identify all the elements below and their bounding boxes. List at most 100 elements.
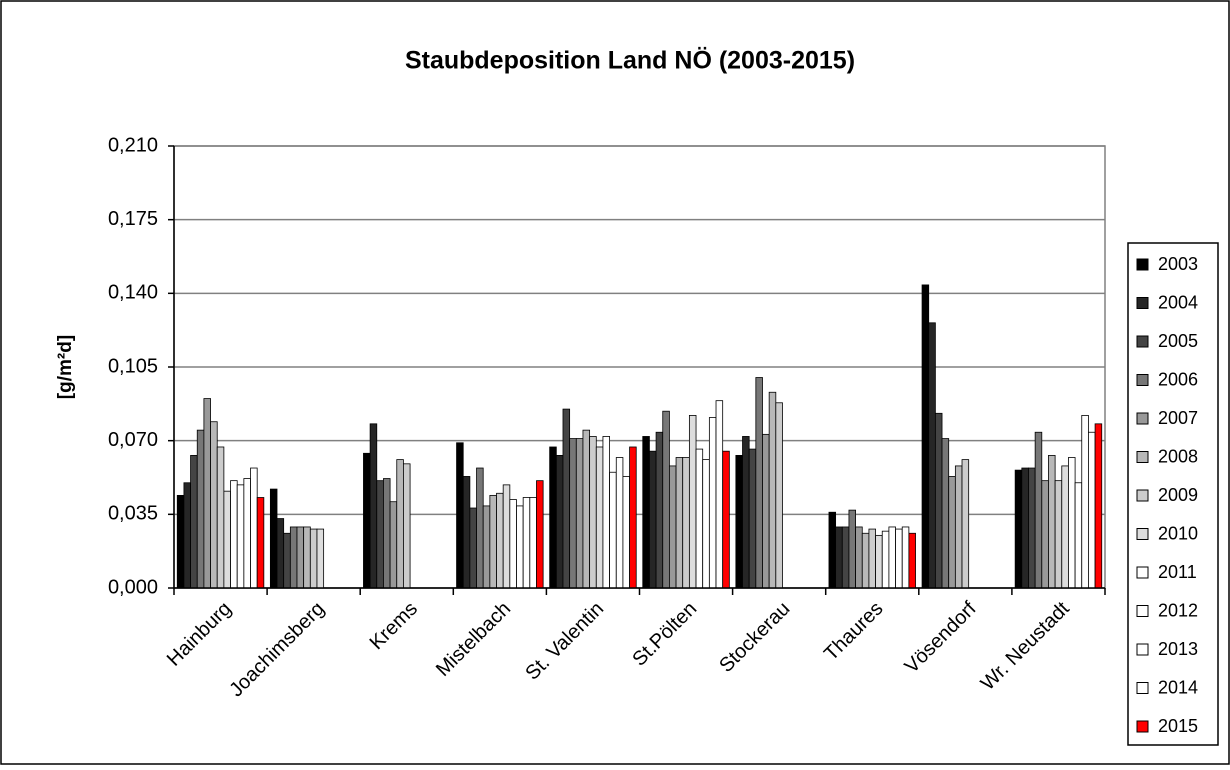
- legend-label: 2008: [1158, 446, 1198, 466]
- bar: [589, 436, 597, 589]
- y-tick-label: 0,175: [108, 208, 158, 230]
- chart-title: Staubdeposition Land NÖ (2003-2015): [405, 46, 855, 75]
- legend-swatch: [1136, 605, 1149, 617]
- bar: [1074, 482, 1083, 589]
- legend-swatch: [1136, 682, 1149, 694]
- bar: [868, 528, 876, 589]
- bar: [848, 509, 856, 589]
- bar: [210, 421, 218, 589]
- bar: [1021, 467, 1029, 589]
- bar: [835, 526, 843, 589]
- bar: [855, 526, 863, 589]
- bar: [522, 497, 531, 589]
- bar: [303, 526, 311, 589]
- bar: [742, 436, 750, 589]
- bar: [954, 465, 963, 589]
- legend-label: 2009: [1158, 485, 1198, 505]
- bar: [675, 457, 684, 589]
- bar: [622, 476, 630, 589]
- bar: [183, 482, 191, 589]
- bar: [928, 322, 936, 589]
- bar: [642, 436, 650, 589]
- bar: [276, 518, 285, 589]
- bar: [961, 459, 970, 589]
- bar: [243, 478, 251, 589]
- bar: [509, 499, 517, 589]
- bar: [888, 526, 896, 589]
- bar: [941, 438, 950, 589]
- bar: [236, 484, 245, 589]
- bar: [735, 454, 743, 589]
- bar: [196, 429, 205, 589]
- y-axis-label: [g/m²d]: [55, 335, 76, 399]
- bar: [895, 528, 903, 589]
- bar: [363, 452, 371, 589]
- bar: [1054, 480, 1063, 589]
- bar: [216, 446, 225, 589]
- bar: [403, 463, 411, 589]
- legend-label: 2004: [1158, 292, 1198, 312]
- bar: [1041, 480, 1049, 589]
- bar: [828, 511, 837, 589]
- bar: [316, 528, 325, 589]
- legend-swatch: [1136, 335, 1149, 348]
- bar: [708, 417, 717, 589]
- y-tick-label: 0,140: [108, 282, 158, 304]
- legend-label: 2007: [1158, 408, 1198, 428]
- legend-swatch: [1136, 374, 1149, 386]
- bar: [549, 446, 557, 589]
- bar: [309, 528, 318, 589]
- bar: [256, 497, 265, 589]
- bar: [762, 433, 770, 589]
- bar: [469, 507, 477, 589]
- bar: [190, 454, 198, 589]
- bar: [934, 412, 943, 589]
- bar: [629, 446, 637, 589]
- bar: [250, 467, 258, 589]
- bar: [921, 284, 930, 589]
- bar: [516, 505, 524, 589]
- bar: [1088, 431, 1096, 589]
- y-tick-label: 0,210: [108, 134, 158, 156]
- legend-swatch: [1136, 258, 1149, 271]
- bar: [1048, 454, 1056, 589]
- bar: [582, 429, 591, 589]
- bar: [1081, 415, 1089, 589]
- bar: [383, 478, 391, 589]
- legend-swatch: [1136, 489, 1149, 502]
- bar: [715, 400, 724, 589]
- bar: [881, 530, 890, 589]
- y-tick-label: 0,105: [108, 355, 158, 377]
- bar: [1014, 469, 1023, 589]
- legend-swatch: [1136, 566, 1149, 579]
- bar: [1068, 457, 1076, 589]
- bar: [668, 465, 677, 589]
- bar: [655, 431, 664, 589]
- bar: [176, 494, 185, 589]
- bar: [283, 532, 291, 589]
- bar: [529, 497, 537, 589]
- legend-swatch: [1136, 451, 1149, 463]
- bar: [609, 471, 617, 589]
- legend-label: 2010: [1158, 523, 1198, 543]
- bar: [462, 476, 471, 589]
- bar: [649, 450, 657, 589]
- legend-label: 2005: [1158, 331, 1198, 351]
- legend-label: 2006: [1158, 369, 1198, 389]
- bar: [223, 490, 231, 589]
- bar: [203, 398, 211, 589]
- bar: [901, 526, 910, 589]
- bar: [875, 534, 883, 589]
- legend-swatch: [1136, 528, 1149, 540]
- bar: [722, 450, 730, 589]
- bar: [688, 415, 697, 589]
- bar: [841, 526, 850, 589]
- legend-label: 2013: [1158, 639, 1198, 659]
- bar: [296, 526, 305, 589]
- y-tick-label: 0,000: [108, 576, 158, 598]
- bar: [482, 505, 491, 589]
- bar: [389, 501, 398, 589]
- legend-swatch: [1136, 720, 1149, 733]
- bar: [396, 459, 404, 589]
